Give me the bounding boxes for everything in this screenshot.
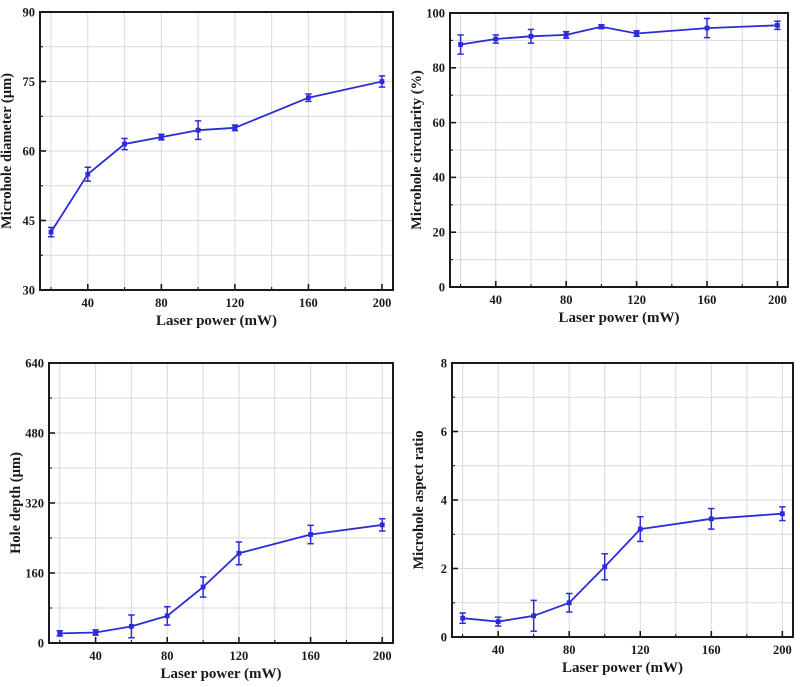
panel-hole-depth: 40 80 120 160 200 0 160 320 480 640 Laser power (m… (0, 343, 400, 687)
svg-text:20: 20 (433, 226, 446, 240)
data-line (50, 80, 383, 233)
svg-text:4: 4 (441, 493, 448, 507)
svg-text:0: 0 (38, 636, 44, 650)
svg-text:80: 80 (161, 649, 174, 663)
svg-text:40: 40 (433, 171, 446, 185)
svg-text:60: 60 (433, 116, 446, 130)
svg-text:40: 40 (490, 293, 503, 307)
svg-text:80: 80 (560, 293, 573, 307)
svg-text:200: 200 (768, 293, 787, 307)
chart-microhole-circularity: 40 80 120 160 200 0 20 40 60 80 100 Laser power (mW… (409, 6, 789, 326)
svg-text:0: 0 (441, 630, 447, 644)
svg-text:30: 30 (23, 283, 36, 297)
svg-text:120: 120 (230, 649, 249, 663)
svg-text:160: 160 (698, 293, 717, 307)
svg-text:120: 120 (631, 643, 650, 657)
svg-text:80: 80 (155, 296, 168, 310)
y-tick-labels: 0 2 4 6 8 (441, 356, 448, 644)
svg-text:200: 200 (773, 643, 792, 657)
y-tick-labels: 0 20 40 60 80 100 (426, 6, 445, 294)
svg-text:100: 100 (426, 6, 445, 20)
svg-text:90: 90 (23, 5, 36, 19)
x-tick-labels: 40 80 120 160 200 (492, 643, 792, 657)
svg-text:40: 40 (89, 649, 102, 663)
data-points (458, 22, 780, 47)
svg-text:120: 120 (226, 296, 245, 310)
y-tick-labels: 0 160 320 480 640 (25, 356, 44, 650)
data-points (57, 522, 385, 636)
grid-lines (452, 363, 793, 637)
axis-ticks (452, 362, 784, 638)
svg-text:45: 45 (23, 214, 36, 228)
axis-ticks (49, 362, 384, 644)
svg-text:160: 160 (25, 566, 44, 580)
data-line (460, 24, 778, 46)
error-bars (459, 506, 786, 632)
y-tick-labels: 30 45 60 75 90 (23, 5, 36, 297)
chart-microhole-diameter: 40 80 120 160 200 30 45 60 75 90 Laser power (mW) M… (0, 5, 394, 329)
x-axis-label: Laser power (mW) (558, 310, 679, 326)
svg-text:2: 2 (441, 562, 447, 576)
x-tick-labels: 40 80 120 160 200 (490, 293, 787, 307)
x-axis-label: Laser power (mW) (562, 660, 683, 676)
panel-microhole-diameter: 40 80 120 160 200 30 45 60 75 90 Laser power (mW) M… (0, 0, 400, 343)
chart-hole-depth: 40 80 120 160 200 0 160 320 480 640 Laser power (m… (8, 356, 394, 682)
svg-text:480: 480 (25, 426, 44, 440)
error-bars (457, 17, 781, 55)
svg-text:6: 6 (441, 425, 447, 439)
data-line (462, 512, 783, 623)
x-axis-label: Laser power (mW) (156, 313, 277, 329)
svg-text:8: 8 (441, 356, 447, 370)
grid-lines (450, 13, 788, 287)
x-axis-label: Laser power (mW) (160, 666, 281, 682)
y-axis-label: Microhole circularity (%) (409, 70, 425, 230)
svg-text:75: 75 (23, 75, 36, 89)
data-points (460, 511, 785, 624)
y-axis-label: Hole depth (µm) (8, 452, 24, 554)
svg-text:160: 160 (702, 643, 721, 657)
svg-text:80: 80 (563, 643, 576, 657)
axis-ticks (40, 11, 383, 291)
svg-text:40: 40 (82, 296, 95, 310)
grid-lines (40, 12, 393, 290)
grid-lines (49, 363, 393, 643)
axis-ticks (450, 12, 779, 288)
data-line (59, 524, 383, 635)
y-axis-label: Microhole diameter (µm) (0, 73, 15, 229)
x-tick-labels: 40 80 120 160 200 (89, 649, 391, 663)
y-axis-label: Microhole aspect ratio (411, 430, 427, 569)
svg-text:60: 60 (23, 144, 36, 158)
error-bars (56, 518, 386, 639)
svg-text:640: 640 (25, 356, 44, 370)
panel-microhole-circularity: 40 80 120 160 200 0 20 40 60 80 100 Laser power (mW… (400, 0, 800, 343)
svg-text:0: 0 (439, 280, 445, 294)
data-points (48, 79, 385, 235)
svg-text:120: 120 (627, 293, 646, 307)
panel-microhole-aspect-ratio: 40 80 120 160 200 0 2 4 6 8 Laser power (mW) Microh… (400, 343, 800, 687)
svg-text:80: 80 (433, 61, 446, 75)
svg-text:40: 40 (492, 643, 505, 657)
svg-text:200: 200 (373, 649, 392, 663)
chart-microhole-aspect-ratio: 40 80 120 160 200 0 2 4 6 8 Laser power (mW) Microh… (411, 356, 794, 676)
x-tick-labels: 40 80 120 160 200 (82, 296, 392, 310)
svg-text:320: 320 (25, 496, 44, 510)
svg-text:160: 160 (301, 649, 320, 663)
error-bars (47, 75, 386, 238)
svg-text:200: 200 (373, 296, 392, 310)
svg-text:160: 160 (299, 296, 318, 310)
